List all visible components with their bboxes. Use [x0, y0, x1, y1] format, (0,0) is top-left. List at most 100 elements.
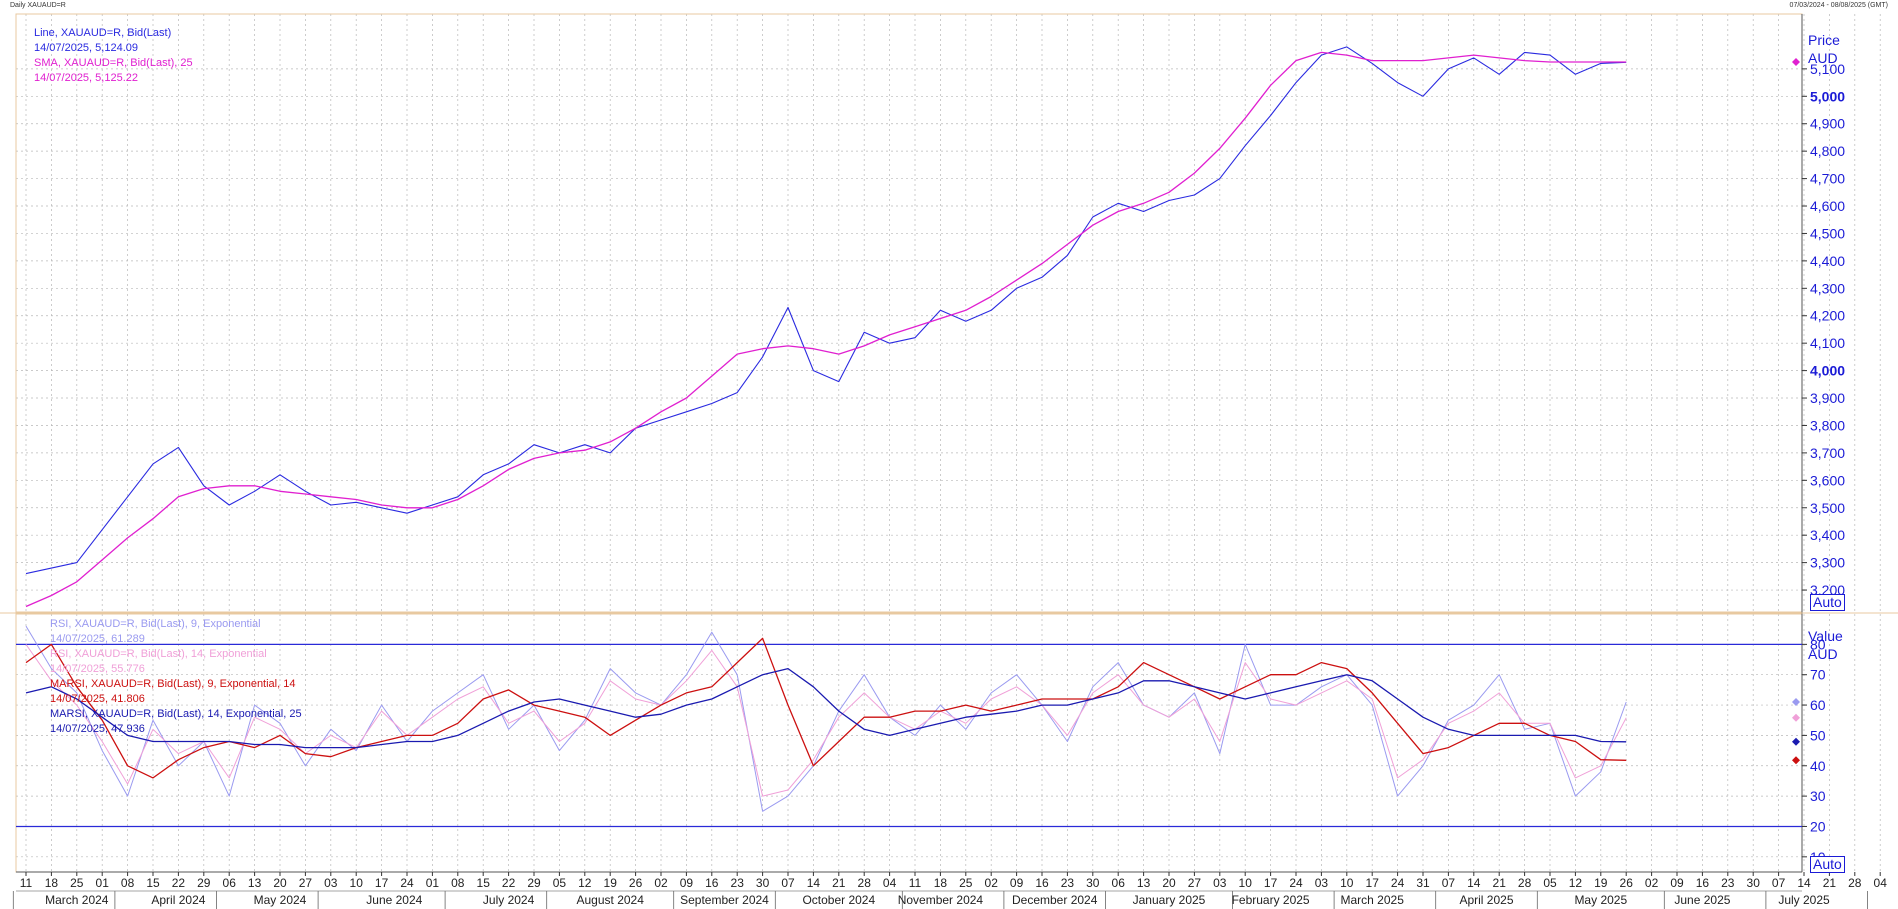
month-label: August 2024: [577, 893, 645, 907]
x-tick-label: 07: [781, 876, 795, 890]
x-tick-label: 06: [1112, 876, 1126, 890]
rsi-tick-label: 50: [1810, 727, 1826, 743]
x-tick-label: 21: [832, 876, 846, 890]
legend-layer: Line, XAUAUD=R, Bid(Last) 14/07/2025, 5,1…: [34, 27, 302, 735]
x-tick-label: 14: [1467, 876, 1481, 890]
x-tick-label: 20: [273, 876, 287, 890]
price-auto-button[interactable]: Auto: [1810, 594, 1845, 611]
x-tick-label: 24: [1289, 876, 1303, 890]
date-range: 07/03/2024 - 08/08/2025 (GMT): [1789, 2, 1888, 9]
price-tick-label: 3,500: [1810, 500, 1845, 516]
month-label: November 2024: [898, 893, 984, 907]
x-tick-label: 04: [883, 876, 897, 890]
rsi9-last-marker: [1792, 698, 1800, 707]
rsi-tick-label: 20: [1810, 818, 1826, 834]
x-tick-label: 16: [1696, 876, 1710, 890]
month-label: May 2025: [1574, 893, 1627, 907]
x-tick-label: 28: [1848, 876, 1862, 890]
x-tick-label: 21: [1493, 876, 1507, 890]
rsi-axis-title: Value: [1808, 628, 1843, 644]
x-tick-label: 13: [1137, 876, 1151, 890]
rsi-legend-value: 14/07/2025, 47.936: [50, 723, 145, 735]
rsi-legend-value: 14/07/2025, 61.289: [50, 633, 145, 645]
x-tick-label: 24: [400, 876, 414, 890]
price-tick-label: 4,500: [1810, 225, 1845, 241]
axis-layer: Price AUD Value AUD 3,2003,3003,4003,500…: [12, 32, 1888, 909]
x-tick-label: 07: [1772, 876, 1786, 890]
x-tick-label: 04: [1874, 876, 1888, 890]
rsi-legend-name: RSI, XAUAUD=R, Bid(Last), 14, Exponentia…: [50, 648, 267, 660]
x-tick-label: 16: [1035, 876, 1049, 890]
chart-title: Daily XAUAUD=R: [10, 2, 66, 9]
x-tick-label: 10: [1340, 876, 1354, 890]
x-tick-label: 16: [705, 876, 719, 890]
x-tick-label: 23: [1061, 876, 1075, 890]
price-tick-label: 3,800: [1810, 417, 1845, 433]
rsi-axis-unit: AUD: [1808, 646, 1838, 662]
price-series-1: [25, 51, 1627, 608]
month-label: October 2024: [802, 893, 875, 907]
price-tick-label: 3,900: [1810, 390, 1845, 406]
x-tick-label: 27: [299, 876, 313, 890]
price-tick-label: 3,300: [1810, 555, 1845, 571]
rsi-series-3: [25, 667, 1627, 749]
x-tick-label: 15: [146, 876, 160, 890]
x-tick-label: 20: [1162, 876, 1176, 890]
rsi-auto-button[interactable]: Auto: [1810, 856, 1845, 873]
price-tick-label: 3,700: [1810, 445, 1845, 461]
rsi-legend-name: RSI, XAUAUD=R, Bid(Last), 9, Exponential: [50, 618, 261, 630]
x-tick-label: 08: [451, 876, 465, 890]
x-tick-label: 03: [1315, 876, 1329, 890]
price-tick-label: 5,100: [1810, 61, 1845, 77]
x-tick-label: 09: [680, 876, 694, 890]
price-legend-value: 14/07/2025, 5,124.09: [34, 42, 138, 54]
x-tick-label: 26: [629, 876, 643, 890]
x-tick-label: 28: [858, 876, 872, 890]
x-tick-label: 12: [578, 876, 592, 890]
x-tick-label: 31: [1416, 876, 1430, 890]
price-tick-label: 4,100: [1810, 335, 1845, 351]
month-label: June 2025: [1674, 893, 1730, 907]
x-tick-label: 13: [248, 876, 262, 890]
price-panel-frame: [15, 13, 1803, 613]
rsi-tick-label: 30: [1810, 788, 1826, 804]
price-tick-label: 4,900: [1810, 116, 1845, 132]
x-tick-label: 30: [1747, 876, 1761, 890]
x-tick-label: 22: [502, 876, 516, 890]
price-tick-label: 3,600: [1810, 472, 1845, 488]
x-tick-label: 14: [807, 876, 821, 890]
x-tick-label: 09: [1010, 876, 1024, 890]
x-tick-label: 23: [1721, 876, 1735, 890]
x-tick-label: 03: [324, 876, 338, 890]
panel-frames: [0, 13, 1898, 873]
x-tick-label: 01: [96, 876, 110, 890]
month-label: April 2025: [1459, 893, 1513, 907]
price-tick-label: 5,000: [1810, 88, 1845, 104]
x-tick-label: 14: [1797, 876, 1811, 890]
price-series-0: [25, 46, 1627, 575]
x-tick-label: 07: [1442, 876, 1456, 890]
x-tick-label: 02: [985, 876, 999, 890]
price-tick-label: 4,200: [1810, 308, 1845, 324]
price-axis-unit: AUD: [1808, 50, 1838, 66]
rsi-panel-frame: [15, 613, 1803, 873]
x-tick-label: 19: [604, 876, 618, 890]
x-tick-label: 11: [20, 876, 33, 890]
rsi-tick-label: 40: [1810, 758, 1826, 774]
x-tick-label: 30: [1086, 876, 1100, 890]
x-tick-label: 15: [477, 876, 491, 890]
marsi14-last-marker: [1792, 737, 1800, 746]
month-label: March 2025: [1341, 893, 1405, 907]
x-tick-label: 18: [45, 876, 59, 890]
price-legend-name: Line, XAUAUD=R, Bid(Last): [34, 27, 171, 39]
month-label: May 2024: [254, 893, 307, 907]
price-tick-label: 4,600: [1810, 198, 1845, 214]
rsi-tick-label: 80: [1810, 636, 1826, 652]
grid-lines: [16, 14, 1881, 872]
rsi-legend-value: 14/07/2025, 41.806: [50, 693, 145, 705]
sma-last-marker: [1792, 58, 1800, 67]
x-tick-label: 22: [172, 876, 186, 890]
price-legend-value: 14/07/2025, 5,125.22: [34, 72, 138, 84]
x-tick-label: 09: [1670, 876, 1684, 890]
